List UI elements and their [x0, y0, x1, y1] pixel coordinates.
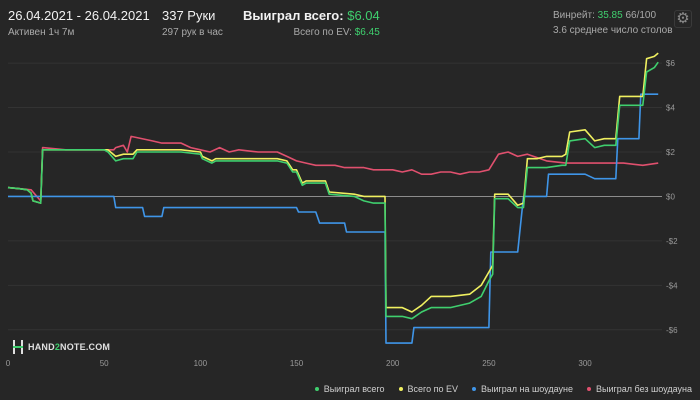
header-winrate: Винрейт: 35.85 66/100 3.6 среднее число …: [553, 8, 673, 36]
ev-total: Всего по EV: $6.45: [243, 27, 380, 38]
series-line-0: [7, 61, 659, 320]
x-tick-label: 100: [194, 359, 208, 368]
y-tick-label: $0: [666, 192, 675, 201]
winrate-hands: 66/100: [625, 10, 657, 21]
y-tick-label: -$6: [666, 326, 678, 335]
y-tick-label: $2: [666, 148, 675, 157]
y-tick-label: -$2: [666, 237, 678, 246]
x-tick-label: 250: [482, 359, 496, 368]
series-line-3: [7, 135, 659, 202]
y-tick-label: $4: [666, 104, 675, 113]
y-tick-label: $6: [666, 59, 675, 68]
legend-label: Выиграл всего: [323, 384, 385, 394]
legend-item-won[interactable]: Выиграл всего: [314, 384, 385, 394]
winrate-value: 35.85: [597, 10, 623, 21]
legend-label: Выиграл без шоудауна: [596, 384, 692, 394]
date-range: 26.04.2021 - 26.04.2021: [8, 8, 150, 23]
header-dates: 26.04.2021 - 26.04.2021 Активен 1ч 7м: [8, 8, 150, 38]
y-tick-label: -$4: [666, 281, 678, 290]
legend-label: Выиграл на шоудауне: [481, 384, 573, 394]
x-tick-label: 0: [6, 359, 11, 368]
gear-icon[interactable]: ⚙: [674, 10, 692, 28]
legend-dot: [314, 387, 319, 391]
active-time: Активен 1ч 7м: [8, 27, 75, 38]
logo-mark-icon: [13, 340, 23, 354]
logo-text: HAND2NOTE.COM: [28, 342, 111, 352]
x-tick-label: 200: [386, 359, 400, 368]
legend-dot: [587, 387, 591, 391]
legend-item-non-showdown[interactable]: Выиграл без шоудауна: [587, 384, 692, 394]
won-label: Выиграл всего:: [243, 8, 344, 23]
winrate: Винрейт: 35.85 66/100: [553, 10, 673, 21]
chart-grid: [8, 62, 662, 331]
series-line-1: [7, 52, 659, 313]
legend-item-ev[interactable]: Всего по EV: [398, 384, 459, 394]
legend-label: Всего по EV: [407, 384, 459, 394]
x-axis-ticks: 0 50 100 150 200 250 300: [6, 359, 593, 368]
won-total: Выиграл всего: $6.04: [243, 8, 380, 23]
legend-dot: [398, 387, 403, 391]
hands-count: 337 Руки: [162, 8, 216, 23]
x-tick-label: 50: [100, 359, 109, 368]
chart-legend: Выиграл всего Всего по EV Выиграл на шоу…: [314, 384, 692, 394]
legend-item-showdown[interactable]: Выиграл на шоудауне: [472, 384, 573, 394]
header-hands: 337 Руки 297 рук в час: [162, 8, 223, 38]
ev-value: $6.45: [354, 27, 380, 38]
winrate-label: Винрейт:: [553, 10, 595, 21]
ev-label: Всего по EV:: [293, 27, 352, 38]
chart-series: [7, 52, 659, 344]
series-line-2: [8, 93, 659, 344]
hands-per-hour: 297 рук в час: [162, 27, 223, 38]
x-tick-label: 150: [290, 359, 304, 368]
hand2note-logo: HAND2NOTE.COM: [12, 340, 110, 354]
won-value: $6.04: [347, 8, 380, 23]
x-tick-label: 300: [578, 359, 592, 368]
header-won: Выиграл всего: $6.04 Всего по EV: $6.45: [243, 8, 380, 38]
legend-dot: [472, 387, 477, 391]
avg-tables: 3.6 среднее число столов: [553, 25, 673, 36]
y-axis-ticks: $6 $4 $2 $0 -$2 -$4 -$6: [666, 59, 678, 335]
